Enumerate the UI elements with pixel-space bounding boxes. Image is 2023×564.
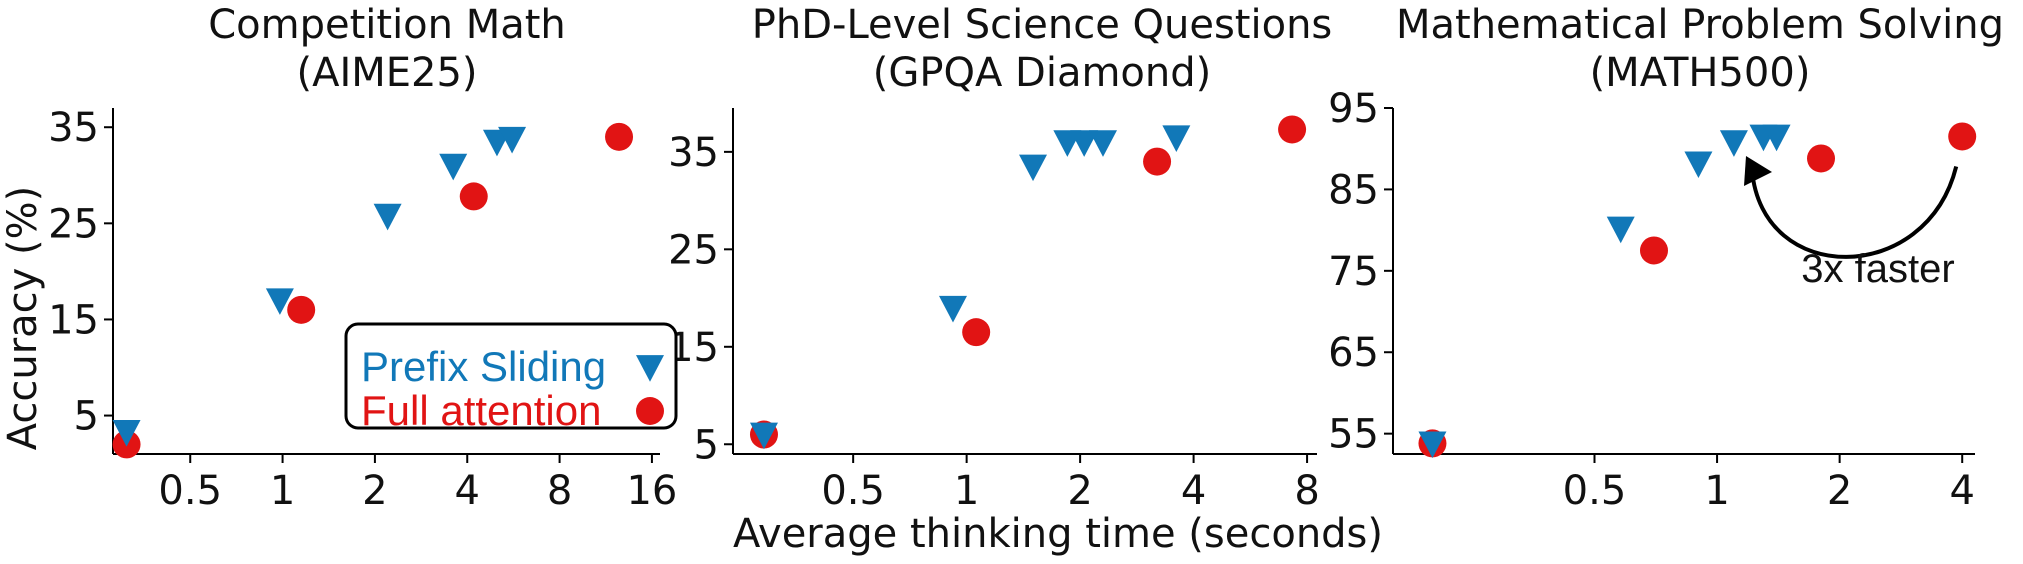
panel-2-y-tick-label: 5 [694,422,719,468]
panel-2-point-prefix-sliding [1070,130,1099,157]
panel-3-point-prefix-sliding [1684,151,1713,179]
panel-1-point-prefix-sliding [265,288,294,315]
legend-marker-prefix-sliding [636,355,664,382]
panel-3-x-tick-label: 1 [1704,468,1729,514]
panel-1-title-line2: (AIME25) [296,50,477,96]
panel-3-x-tick-label: 4 [1949,468,1974,514]
panel-2-y-tick-label: 25 [668,227,719,273]
panel-3-point-full-attention [1807,144,1836,173]
panel-3-annotation-text: 3x faster [1801,247,1954,291]
panel-3-point-full-attention [1639,236,1668,265]
panel-1-x-tick-label: 0.5 [158,468,222,514]
panel-2-point-full-attention [1278,115,1307,144]
panel-1-x-tick-label: 8 [547,468,572,514]
panel-3-y-tick-label: 65 [1328,330,1379,376]
panel-3-x-tick-label: 0.5 [1563,468,1627,514]
panel-1-x-tick-label: 16 [626,468,677,514]
panel-3-y-tick-label: 95 [1328,86,1379,132]
panel-3-title-line2: (MATH500) [1590,50,1811,96]
panel-3-annotation-arrow [1750,166,1959,259]
panel-1-point-full-attention [605,122,634,151]
panel-1-y-tick-label: 25 [48,201,99,247]
panel-2-point-prefix-sliding [749,422,778,450]
panel-1-x-tick-label: 2 [362,468,387,514]
panel-1-point-prefix-sliding [112,419,141,447]
y-axis-label: Accuracy (%) [0,186,46,451]
panel-2-title-line1: PhD-Level Science Questions [752,2,1333,48]
panel-2-title-line2: (GPQA Diamond) [873,50,1212,96]
panel-1-point-prefix-sliding [439,153,468,181]
panel-1-point-full-attention [287,295,316,324]
panel-3-point-full-attention [1948,122,1977,151]
panel-3-point-prefix-sliding [1418,431,1447,459]
panel-3-point-prefix-sliding [1606,216,1635,244]
panel-2-point-prefix-sliding [1088,130,1117,157]
panel-1-point-prefix-sliding [498,126,527,154]
panel-2-y-tick-label: 35 [668,130,719,176]
panel-3-y-tick-label: 75 [1328,249,1379,295]
panel-3-y-tick-label: 85 [1328,167,1379,213]
panel-1-point-prefix-sliding [373,203,402,231]
panel-2-x-tick-label: 0.5 [821,468,885,514]
panel-1-y-tick-label: 5 [74,394,99,440]
panel-1-point-full-attention [459,182,488,211]
panel-1-y-tick-label: 15 [48,297,99,343]
legend-marker-full-attention [636,397,664,425]
panel-3-y-tick-label: 55 [1328,412,1379,458]
panel-2-x-tick-label: 8 [1294,468,1319,514]
panel-1-y-tick-label: 35 [48,105,99,151]
panel-3-x-tick-label: 2 [1827,468,1852,514]
legend-label-full-attention: Full attention [361,387,601,434]
panel-3-point-prefix-sliding [1719,130,1748,157]
panel-2-x-tick-label: 1 [954,468,979,514]
panel-2-point-prefix-sliding [1162,125,1191,152]
legend-label-prefix-sliding: Prefix Sliding [361,343,606,390]
panel-2-point-prefix-sliding [938,295,967,323]
legend-box [344,322,678,430]
panel-3-point-prefix-sliding [1762,124,1791,152]
panel-1-title-line1: Competition Math [208,2,566,48]
panel-1-x-tick-label: 1 [270,468,295,514]
panel-3-annotation-arrowhead [1744,156,1772,186]
panel-3-title-line1: Mathematical Problem Solving [1396,2,2004,48]
panel-2-point-full-attention [962,318,991,347]
panel-2-point-full-attention [1143,147,1172,176]
panel-1-x-tick-label: 4 [455,468,480,514]
panel-2-x-tick-label: 4 [1181,468,1206,514]
panel-2-point-prefix-sliding [1019,154,1048,182]
x-axis-label: Average thinking time (seconds) [733,511,1383,557]
panel-2-x-tick-label: 2 [1067,468,1092,514]
